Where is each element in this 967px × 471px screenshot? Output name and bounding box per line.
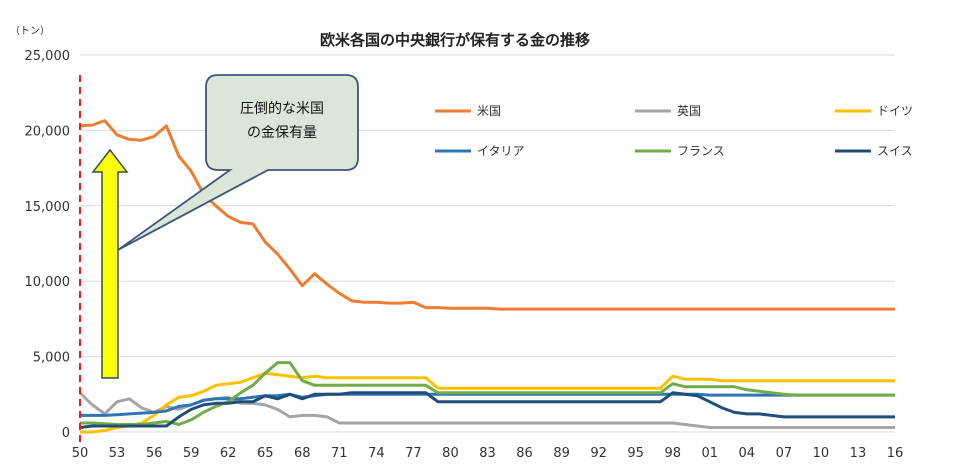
x-tick-label: 89 xyxy=(553,446,570,461)
series-line-スイス xyxy=(79,391,895,429)
y-unit-label: （トン） xyxy=(10,25,50,37)
legend-label: 米国 xyxy=(477,104,501,118)
series-lines xyxy=(78,119,895,434)
x-tick-label: 04 xyxy=(739,446,756,461)
x-tick-label: 77 xyxy=(405,446,422,461)
x-axis-ticks: 50 53 56 59 62 65 68 71 74 77 80 83 86 89 92 95 98 01 04 07… xyxy=(72,446,904,461)
x-tick-label: 59 xyxy=(183,446,200,461)
x-tick-label: 13 xyxy=(850,446,867,461)
x-tick-label: 83 xyxy=(479,446,496,461)
legend-label: スイス xyxy=(877,144,913,158)
series-line-ドイツ xyxy=(80,371,895,434)
y-tick-label: 25,000 xyxy=(25,49,71,64)
legend-label: フランス xyxy=(677,144,725,158)
x-tick-label: 74 xyxy=(368,446,385,461)
x-tick-label: 50 xyxy=(72,446,89,461)
x-tick-label: 86 xyxy=(516,446,533,461)
x-tick-label: 95 xyxy=(627,446,644,461)
y-tick-label: 0 xyxy=(62,426,70,441)
x-tick-label: 53 xyxy=(109,446,126,461)
y-tick-label: 10,000 xyxy=(25,275,71,290)
x-tick-label: 62 xyxy=(220,446,237,461)
legend-label: 英国 xyxy=(677,104,701,118)
x-tick-label: 68 xyxy=(294,446,311,461)
x-tick-label: 98 xyxy=(664,446,681,461)
series-line-英国 xyxy=(78,391,895,429)
callout-bubble xyxy=(117,74,359,251)
y-tick-label: 5,000 xyxy=(33,351,70,366)
y-axis-ticks: 0 5,000 10,000 15,000 20,000 25,000 xyxy=(25,49,71,441)
series-line-フランス xyxy=(80,361,895,426)
x-tick-label: 92 xyxy=(590,446,607,461)
chart-title: 欧米各国の中央銀行が保有する金の推移 xyxy=(320,31,590,49)
y-tick-label: 20,000 xyxy=(25,124,71,139)
legend-label: ドイツ xyxy=(877,104,913,118)
x-tick-label: 01 xyxy=(701,446,718,461)
x-tick-label: 80 xyxy=(442,446,459,461)
y-tick-label: 15,000 xyxy=(25,200,71,215)
up-arrow-icon xyxy=(91,148,129,379)
series-line-米国 xyxy=(79,119,895,311)
x-tick-label: 71 xyxy=(331,446,348,461)
callout-line-2: の金保有量 xyxy=(247,125,317,141)
x-tick-label: 16 xyxy=(887,446,904,461)
legend-label: イタリア xyxy=(477,144,525,158)
x-tick-label: 07 xyxy=(776,446,793,461)
x-tick-label: 10 xyxy=(813,446,830,461)
x-tick-label: 56 xyxy=(146,446,163,461)
x-tick-label: 65 xyxy=(257,446,274,461)
callout-line-1: 圧倒的な米国 xyxy=(240,101,324,117)
